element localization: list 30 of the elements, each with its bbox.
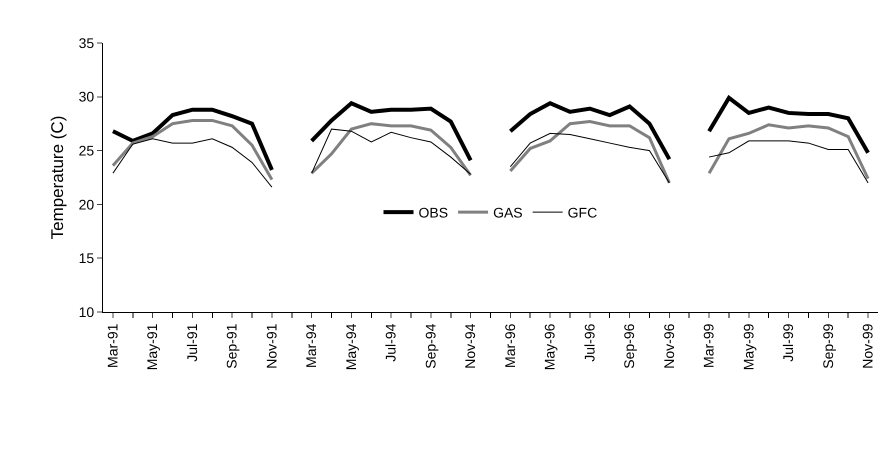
y-tick-label: 35 <box>78 34 94 51</box>
x-tick-label: Sep-94 <box>422 323 438 369</box>
x-tick-label: May-91 <box>144 323 160 370</box>
y-tick-label: 15 <box>78 250 94 266</box>
y-tick-label: 30 <box>78 88 94 105</box>
x-tick-label: Nov-94 <box>462 323 478 369</box>
legend-label: GFC <box>568 204 598 221</box>
legend-label: GAS <box>493 204 523 221</box>
y-tick-label: 10 <box>78 304 94 320</box>
x-tick-label: Sep-91 <box>224 323 240 369</box>
x-tick-label: May-94 <box>342 323 359 370</box>
legend-label: OBS <box>418 204 448 221</box>
x-tick-label: Sep-96 <box>621 323 638 369</box>
x-tick-label: Jul-94 <box>382 323 399 362</box>
x-tick-label: Mar-96 <box>502 323 518 368</box>
x-tick-label: May-96 <box>542 323 558 370</box>
x-tick-label: Sep-99 <box>820 323 836 369</box>
x-tick-label: Jul-96 <box>581 323 598 362</box>
x-tick-label: Jul-99 <box>780 323 796 362</box>
y-tick-label: 20 <box>78 196 94 212</box>
x-tick-label: Jul-91 <box>184 323 200 362</box>
y-tick-label: 25 <box>78 142 94 158</box>
x-tick-label: Mar-99 <box>700 323 717 368</box>
y-axis-title: Temperature (C) <box>48 116 68 240</box>
x-tick-label: Mar-94 <box>303 323 320 368</box>
x-tick-label: May-99 <box>740 323 756 370</box>
x-tick-label: Nov-96 <box>660 323 677 369</box>
x-tick-label: Nov-99 <box>860 323 876 369</box>
x-tick-label: Mar-91 <box>104 323 120 368</box>
x-tick-label: Nov-91 <box>263 323 280 369</box>
